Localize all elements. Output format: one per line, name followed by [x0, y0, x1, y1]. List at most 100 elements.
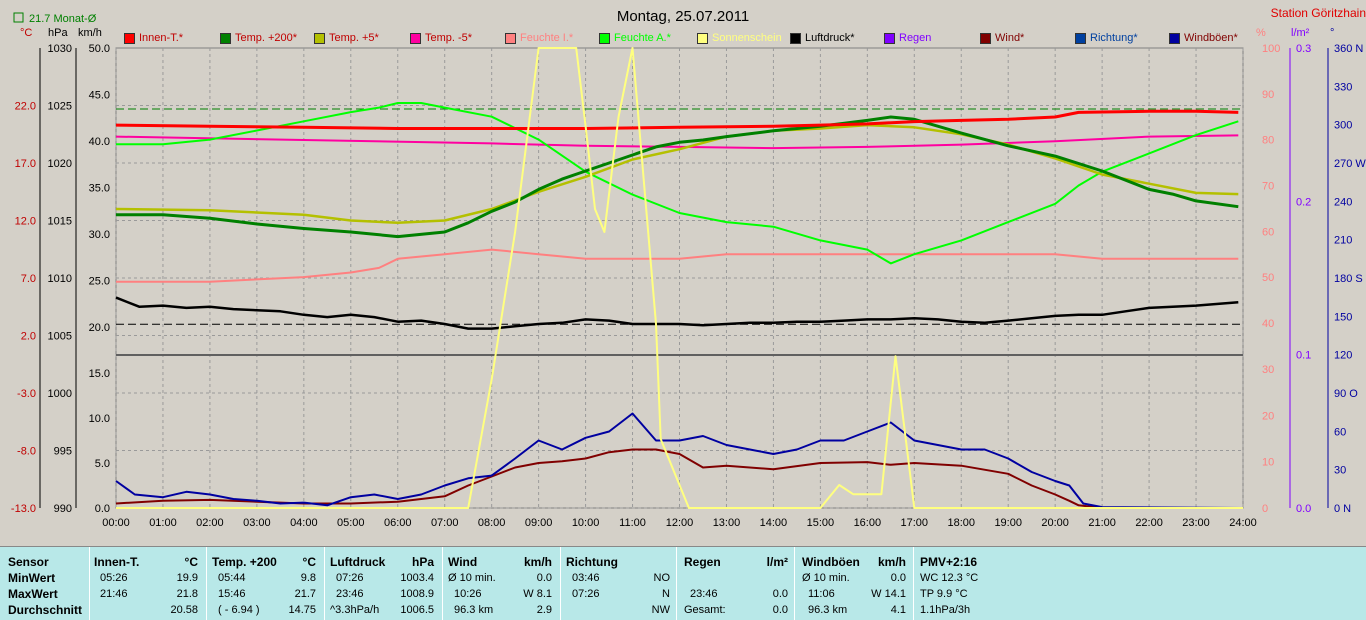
regen-title: Regen — [684, 555, 721, 569]
tick-label-direction: 240 — [1334, 196, 1352, 208]
tick-label-time: 20:00 — [1041, 517, 1069, 529]
legend-item: Innen-T.* — [124, 31, 183, 45]
legend-item: Regen — [884, 31, 931, 45]
legend-item: Richtung* — [1075, 31, 1138, 45]
tick-label-kmh: 25.0 — [89, 276, 110, 288]
legend-item: Windböen* — [1169, 31, 1238, 45]
tick-label-time: 22:00 — [1135, 517, 1163, 529]
weather-chart: 22.017.012.07.02.0-3.0-8.0-13.0103010251… — [11, 6, 1366, 529]
tick-label-pressure: 1025 — [48, 101, 72, 113]
tick-label-time: 17:00 — [901, 517, 929, 529]
tick-label-rain: 0.1 — [1296, 350, 1311, 362]
tick-label-direction: 30 — [1334, 465, 1346, 477]
x-axis: 00:00 01:00 02:00 03:00 04:00 05:00 06:00 07:00… — [102, 517, 1257, 529]
tick-label-direction: 330 — [1334, 81, 1352, 93]
tick-label-percent: 50 — [1262, 272, 1274, 284]
statistics-table: Sensor MinWert MaxWert Durchschnitt Inne… — [0, 546, 1366, 620]
tick-label-time: 04:00 — [290, 517, 318, 529]
legend-label: Windböen* — [1184, 32, 1238, 44]
tick-label-time: 07:00 — [431, 517, 459, 529]
luftdruck-min-time: 07:26 — [336, 572, 364, 584]
chart-title: Montag, 25.07.2011 — [617, 8, 749, 25]
table-col-wind: Wind km/h Ø 10 min. 0.0 10:26 W 8.1 96.3… — [448, 547, 558, 620]
legend-label: Temp. +5* — [329, 32, 379, 44]
tick-label-pressure: 1030 — [48, 43, 72, 55]
legend-swatch — [314, 32, 325, 44]
legend-swatch — [980, 32, 991, 44]
series-line-windb-en- — [115, 412, 1244, 509]
column-divider — [89, 547, 90, 620]
tick-label-time: 10:00 — [572, 517, 600, 529]
column-divider — [442, 547, 443, 620]
column-divider — [794, 547, 795, 620]
legend-swatch — [599, 32, 610, 44]
legend-swatch — [697, 32, 708, 44]
tick-label-percent: 80 — [1262, 135, 1274, 147]
innen-min-val: 19.9 — [176, 572, 198, 584]
legend-label: Temp. +200* — [235, 32, 298, 44]
tick-label-kmh: 30.0 — [89, 229, 110, 241]
column-divider — [206, 547, 207, 620]
regen-avg-extra: Gesamt: — [684, 604, 726, 616]
windboeen-unit: km/h — [877, 555, 906, 569]
table-col-richtung: Richtung 03:46 NO 07:26 N NW — [566, 547, 674, 620]
legend-item: Wind* — [980, 31, 1024, 45]
tick-label-kmh: 20.0 — [89, 322, 110, 334]
tick-label-direction: 120 — [1334, 350, 1352, 362]
legend-label: Temp. -5* — [425, 32, 473, 44]
wind-avg-val: 2.9 — [536, 604, 552, 616]
tick-label-time: 18:00 — [947, 517, 975, 529]
tick-label-kmh: 5.0 — [95, 458, 110, 470]
tick-label-rain: 0.2 — [1296, 196, 1311, 208]
unit-hpa: hPa — [48, 27, 68, 39]
windboeen-min-val: 0.0 — [890, 572, 906, 584]
richtung-max-val: N — [662, 588, 670, 600]
column-divider — [913, 547, 914, 620]
series-line-temp-5- — [115, 134, 1239, 150]
luftdruck-avg-extra: ^3.3hPa/h — [330, 604, 380, 616]
table-col-regen: Regen l/m² 23:46 0.0 Gesamt: 0.0 — [684, 547, 790, 620]
month-avg-icon — [13, 12, 24, 23]
innen-max-val: 21.8 — [176, 588, 198, 600]
series-line-feuchte-i- — [116, 248, 1239, 283]
legend-swatch — [505, 32, 516, 44]
tick-label-pressure: 1020 — [48, 158, 72, 170]
unit-lm2: l/m² — [1291, 27, 1310, 39]
tick-label-percent: 70 — [1262, 180, 1274, 192]
luftdruck-max-val: 1008.9 — [400, 588, 434, 600]
tick-label-percent: 20 — [1262, 410, 1274, 422]
unit-percent: % — [1256, 27, 1266, 39]
legend-label: Richtung* — [1090, 32, 1138, 44]
series-line-luftdruck- — [115, 296, 1239, 330]
tick-label-time: 21:00 — [1088, 517, 1116, 529]
temp200-avg-val: 14.75 — [288, 604, 316, 616]
row-label-sensor: Sensor — [8, 555, 49, 569]
tick-label-rain: 0.3 — [1296, 43, 1311, 55]
temp200-max-val: 21.7 — [294, 588, 316, 600]
series-line-feuchte-a- — [116, 102, 1239, 265]
tick-label-direction: 60 — [1334, 426, 1346, 438]
legend-item: Feuchte I.* — [505, 31, 573, 45]
temp200-max-time: 15:46 — [218, 588, 246, 600]
tick-label-direction: 360 N — [1334, 43, 1363, 55]
series-line-innen-t- — [115, 109, 1239, 130]
windboeen-avg-val: 4.1 — [890, 604, 906, 616]
luftdruck-title: Luftdruck — [330, 555, 386, 569]
windboeen-max-val: W 14.1 — [871, 588, 906, 600]
tick-label-percent: 60 — [1262, 226, 1274, 238]
legend-label: Innen-T.* — [139, 32, 184, 44]
legend-item: Temp. +200* — [220, 31, 297, 45]
windboeen-min-time: Ø 10 min. — [802, 572, 850, 584]
series-layer — [115, 47, 1244, 509]
tick-label-percent: 90 — [1262, 89, 1274, 101]
legend-swatch — [884, 32, 895, 44]
legend-swatch — [1075, 32, 1086, 44]
tick-label-temp: 17.0 — [15, 158, 36, 170]
tick-label-kmh: 40.0 — [89, 136, 110, 148]
temp200-unit: °C — [302, 555, 316, 569]
tick-label-time: 09:00 — [525, 517, 553, 529]
richtung-avg-val: NW — [651, 604, 670, 616]
table-col-temp200: Temp. +200 °C 05:44 9.8 15:46 21.7 ( - 6… — [212, 547, 322, 620]
unit-degree: ° — [1330, 27, 1334, 39]
